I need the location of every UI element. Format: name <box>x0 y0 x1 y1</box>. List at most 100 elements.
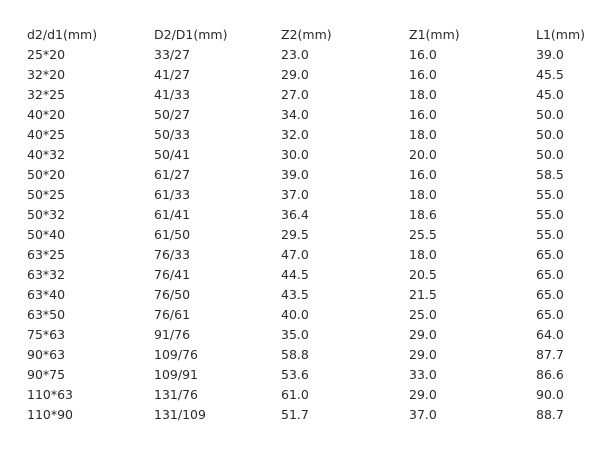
table-row: 110*90 131/109 51.7 37.0 88.7 <box>27 405 596 425</box>
table-row: 63*40 76/50 43.5 21.5 65.0 <box>27 285 596 305</box>
table-row: 90*75 109/91 53.6 33.0 86.6 <box>27 365 596 385</box>
table-cell: 29.0 <box>409 327 437 342</box>
table-cell: 30.0 <box>281 147 309 162</box>
table-cell: 50/33 <box>154 127 191 142</box>
table-row: 40*32 50/41 30.0 20.0 50.0 <box>27 145 596 165</box>
header-row: d2/d1(mm) D2/D1(mm) Z2(mm) Z1(mm) L1(mm) <box>27 25 596 45</box>
table-row: 75*63 91/76 35.0 29.0 64.0 <box>27 325 596 345</box>
table-cell: 87.7 <box>536 347 564 362</box>
table-cell: 110*63 <box>27 387 74 402</box>
table-cell: 63*40 <box>27 287 66 302</box>
dimensions-table: d2/d1(mm) D2/D1(mm) Z2(mm) Z1(mm) L1(mm) 25*… <box>27 25 596 425</box>
table-cell: 61.0 <box>281 387 309 402</box>
table-cell: 20.0 <box>409 147 437 162</box>
table-cell: 76/61 <box>154 307 191 322</box>
table-cell: 25*20 <box>27 47 66 62</box>
table-cell: 65.0 <box>536 287 564 302</box>
table-cell: 90.0 <box>536 387 564 402</box>
table-cell: 35.0 <box>281 327 309 342</box>
table-row: 50*25 61/33 37.0 18.0 55.0 <box>27 185 596 205</box>
table-cell: 76/41 <box>154 267 191 282</box>
table-cell: 58.5 <box>536 167 564 182</box>
table-cell: 61/33 <box>154 187 191 202</box>
table-row: 32*25 41/33 27.0 18.0 45.0 <box>27 85 596 105</box>
table-row: 110*63 131/76 61.0 29.0 90.0 <box>27 385 596 405</box>
table-cell: 47.0 <box>281 247 309 262</box>
table-cell: 20.5 <box>409 267 437 282</box>
table-cell: 25.5 <box>409 227 437 242</box>
table-cell: 61/27 <box>154 167 191 182</box>
table-cell: 32.0 <box>281 127 309 142</box>
table-cell: 18.0 <box>409 127 437 142</box>
column-header: Z2(mm) <box>281 27 332 42</box>
table-cell: 34.0 <box>281 107 309 122</box>
table-cell: 58.8 <box>281 347 309 362</box>
table-cell: 50/41 <box>154 147 191 162</box>
table-cell: 61/50 <box>154 227 191 242</box>
table-cell: 23.0 <box>281 47 309 62</box>
table-cell: 29.0 <box>409 387 437 402</box>
table-cell: 29.0 <box>281 67 309 82</box>
table-cell: 44.5 <box>281 267 309 282</box>
table-cell: 25.0 <box>409 307 437 322</box>
table-cell: 50.0 <box>536 147 564 162</box>
table-row: 50*40 61/50 29.5 25.5 55.0 <box>27 225 596 245</box>
table-cell: 109/91 <box>154 367 198 382</box>
table-cell: 50*32 <box>27 207 66 222</box>
table-cell: 40*32 <box>27 147 66 162</box>
table-row: 63*25 76/33 47.0 18.0 65.0 <box>27 245 596 265</box>
table-cell: 50.0 <box>536 127 564 142</box>
table-cell: 41/27 <box>154 67 191 82</box>
table-cell: 76/33 <box>154 247 191 262</box>
table-cell: 41/33 <box>154 87 191 102</box>
table-cell: 50.0 <box>536 107 564 122</box>
table-cell: 36.4 <box>281 207 309 222</box>
table-row: 50*32 61/41 36.4 18.6 55.0 <box>27 205 596 225</box>
table-row: 50*20 61/27 39.0 16.0 58.5 <box>27 165 596 185</box>
table-cell: 65.0 <box>536 267 564 282</box>
table-cell: 75*63 <box>27 327 66 342</box>
table-cell: 91/76 <box>154 327 191 342</box>
table-row: 90*63 109/76 58.8 29.0 87.7 <box>27 345 596 365</box>
table-cell: 61/41 <box>154 207 191 222</box>
table-cell: 29.5 <box>281 227 309 242</box>
table-cell: 45.0 <box>536 87 564 102</box>
table-cell: 29.0 <box>409 347 437 362</box>
table-cell: 37.0 <box>281 187 309 202</box>
table-body: 25*20 33/27 23.0 16.0 39.0 32*20 41/27 29.0 16.0… <box>27 45 596 425</box>
table-cell: 43.5 <box>281 287 309 302</box>
table-cell: 16.0 <box>409 167 437 182</box>
table-cell: 37.0 <box>409 407 437 422</box>
table-cell: 18.0 <box>409 87 437 102</box>
table-cell: 16.0 <box>409 47 437 62</box>
table-cell: 109/76 <box>154 347 198 362</box>
table-cell: 65.0 <box>536 307 564 322</box>
table-cell: 39.0 <box>281 167 309 182</box>
table-cell: 131/109 <box>154 407 206 422</box>
table-cell: 40*25 <box>27 127 66 142</box>
table-cell: 55.0 <box>536 207 564 222</box>
column-header: Z1(mm) <box>409 27 460 42</box>
table-row: 63*32 76/41 44.5 20.5 65.0 <box>27 265 596 285</box>
table-cell: 90*63 <box>27 347 66 362</box>
table-row: 40*20 50/27 34.0 16.0 50.0 <box>27 105 596 125</box>
table-cell: 64.0 <box>536 327 564 342</box>
table-cell: 55.0 <box>536 187 564 202</box>
table-cell: 55.0 <box>536 227 564 242</box>
table-cell: 50/27 <box>154 107 191 122</box>
table-cell: 39.0 <box>536 47 564 62</box>
column-header: D2/D1(mm) <box>154 27 228 42</box>
table-cell: 65.0 <box>536 247 564 262</box>
table-cell: 51.7 <box>281 407 309 422</box>
table-cell: 50*20 <box>27 167 66 182</box>
table-cell: 50*25 <box>27 187 66 202</box>
table-cell: 40.0 <box>281 307 309 322</box>
table-cell: 18.0 <box>409 187 437 202</box>
table-cell: 76/50 <box>154 287 191 302</box>
table-cell: 45.5 <box>536 67 564 82</box>
table-cell: 63*50 <box>27 307 66 322</box>
table-cell: 32*20 <box>27 67 66 82</box>
table-row: 25*20 33/27 23.0 16.0 39.0 <box>27 45 596 65</box>
table-cell: 63*25 <box>27 247 66 262</box>
table-cell: 16.0 <box>409 107 437 122</box>
